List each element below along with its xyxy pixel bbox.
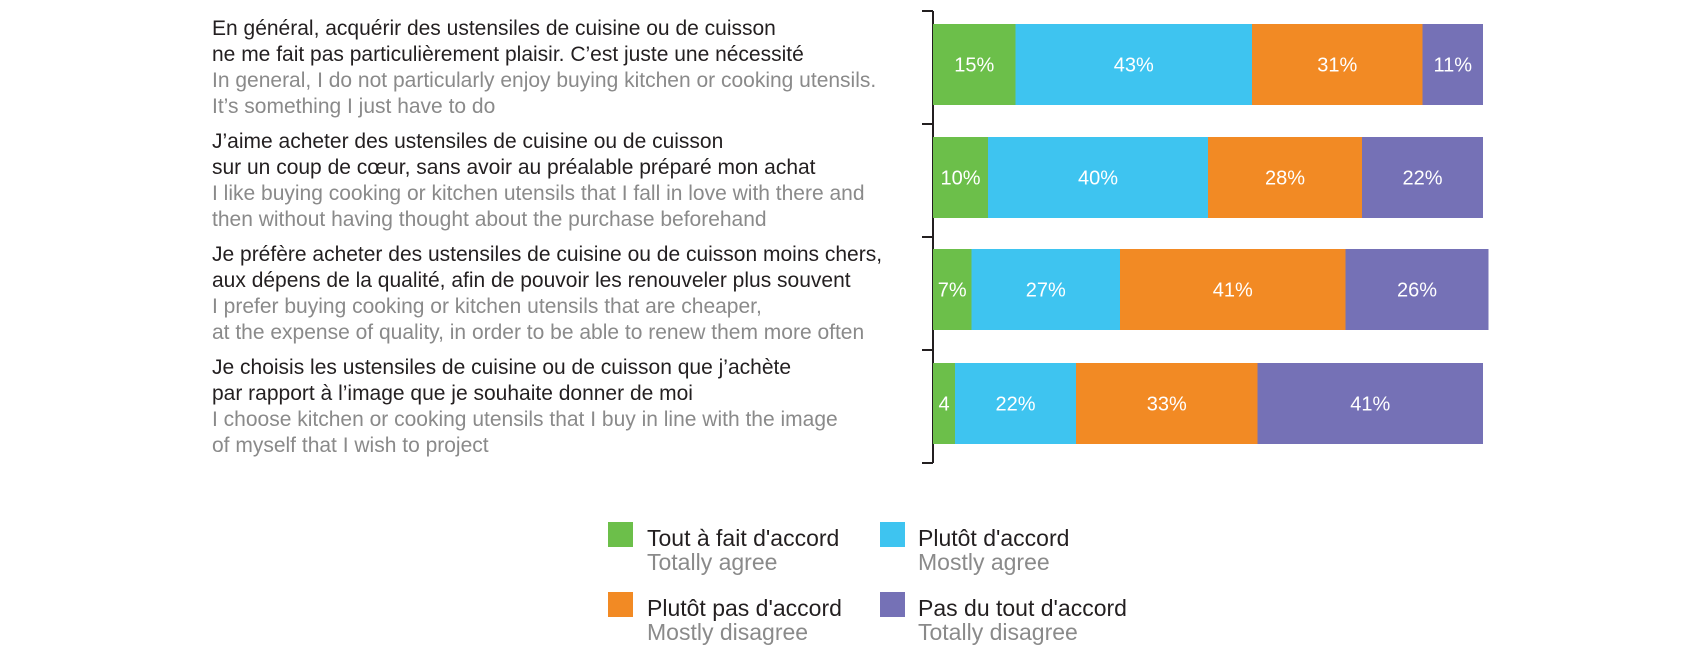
category-label-2-en-line: then without having thought about the pu… [212, 208, 767, 231]
data-label-row3-series2: 27% [1026, 280, 1066, 302]
data-label-row4-series2: 22% [995, 394, 1035, 416]
data-label-row3-series1: 7% [938, 280, 967, 302]
bar-segment-row4-series1 [933, 363, 955, 444]
category-label-4-fr-line: Je choisis les ustensiles de cuisine ou … [212, 356, 791, 379]
legend-swatch-3 [608, 592, 633, 617]
legend-label-2-fr: Plutôt d'accord [918, 525, 1069, 551]
bar-segment-row1-series2 [1015, 24, 1252, 105]
legend-swatch-2 [880, 522, 905, 547]
data-label-row4-series1: 4 [938, 394, 949, 416]
data-label-row1-series2: 43% [1114, 55, 1154, 77]
bar-segment-row4-series3 [1076, 363, 1258, 444]
legend-label-1-en: Totally agree [647, 549, 777, 575]
category-label-2-en-line: I like buying cooking or kitchen utensil… [212, 182, 865, 205]
bar-segment-row1-series1 [933, 24, 1016, 105]
legend-label-1-fr: Tout à fait d'accord [647, 525, 839, 551]
data-label-row3-series3: 41% [1213, 280, 1253, 302]
category-label-1-en-line: It’s something I just have to do [212, 95, 495, 118]
bar-segment-row3-series2 [971, 249, 1120, 330]
bar-segment-row2-series3 [1208, 137, 1362, 218]
category-label-3-fr-line: aux dépens de la qualité, afin de pouvoi… [212, 269, 851, 292]
category-label-3-en-line: I prefer buying cooking or kitchen utens… [212, 295, 762, 318]
legend-label-3-fr: Plutôt pas d'accord [647, 595, 842, 621]
category-label-4-en-line: of myself that I wish to project [212, 434, 489, 457]
legend-swatch-4 [880, 592, 905, 617]
category-label-3-fr-line: Je préfère acheter des ustensiles de cui… [212, 243, 882, 266]
legend-label-4-fr: Pas du tout d'accord [918, 595, 1127, 621]
data-label-row1-series1: 15% [954, 55, 994, 77]
bar-segment-row3-series4 [1345, 249, 1489, 330]
bar-segment-row2-series1 [933, 137, 988, 218]
category-label-1-fr-line: En général, acquérir des ustensiles de c… [212, 17, 776, 40]
data-label-row2-series4: 22% [1402, 168, 1442, 190]
data-label-row2-series2: 40% [1078, 168, 1118, 190]
category-label-2-fr-line: sur un coup de cœur, sans avoir au préal… [212, 156, 816, 179]
category-label-3-en-line: at the expense of quality, in order to b… [212, 321, 864, 344]
data-label-row4-series4: 41% [1350, 394, 1390, 416]
data-label-row4-series3: 33% [1147, 394, 1187, 416]
category-label-4-fr-line: par rapport à l’image que je souhaite do… [212, 382, 693, 405]
bar-segment-row2-series2 [988, 137, 1208, 218]
category-label-1-en-line: In general, I do not particularly enjoy … [212, 69, 876, 92]
bar-segment-row3-series3 [1120, 249, 1346, 330]
category-label-1-fr-line: ne me fait pas particulièrement plaisir.… [212, 43, 804, 66]
data-label-row2-series3: 28% [1265, 168, 1305, 190]
legend-label-2-en: Mostly agree [918, 549, 1050, 575]
bar-segment-row1-series3 [1252, 24, 1423, 105]
bar-segment-row4-series2 [955, 363, 1076, 444]
bar-segment-row1-series4 [1422, 24, 1483, 105]
legend-label-4-en: Totally disagree [918, 619, 1078, 645]
bar-segment-row2-series4 [1362, 137, 1483, 218]
bar-segment-row3-series1 [933, 249, 972, 330]
data-label-row1-series3: 31% [1317, 55, 1357, 77]
bar-segment-row4-series4 [1257, 363, 1483, 444]
data-label-row1-series4: 11% [1433, 55, 1472, 77]
data-label-row3-series4: 26% [1397, 280, 1437, 302]
legend-swatch-1 [608, 522, 633, 547]
legend-label-3-en: Mostly disagree [647, 619, 808, 645]
category-label-2-fr-line: J’aime acheter des ustensiles de cuisine… [212, 130, 723, 153]
category-label-4-en-line: I choose kitchen or cooking utensils tha… [212, 408, 838, 431]
data-label-row2-series1: 10% [940, 168, 980, 190]
